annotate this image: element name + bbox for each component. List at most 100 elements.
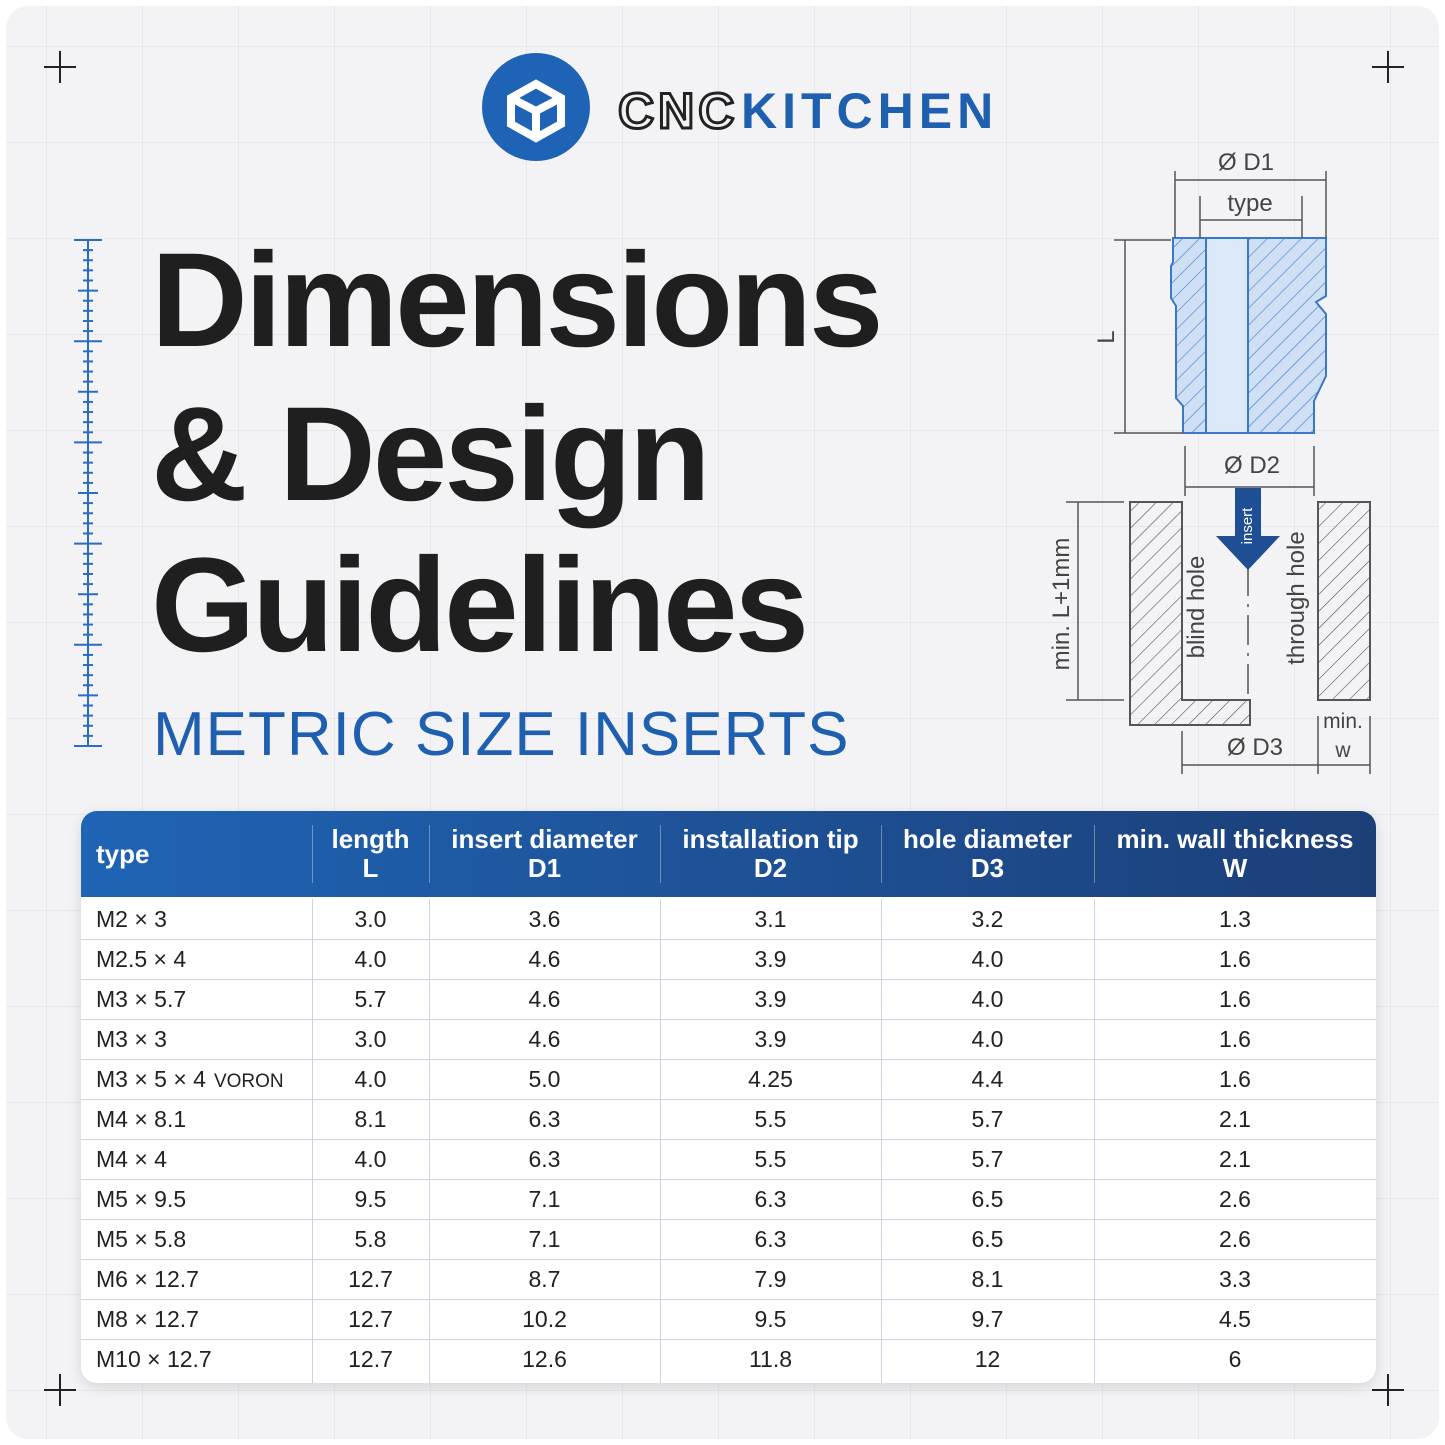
type-cell: M8 × 12.7 xyxy=(96,1299,316,1339)
type-text: M5 × 9.5 xyxy=(96,1186,187,1212)
value-cell: 8.7 xyxy=(528,1266,561,1292)
value-cell: 3.9 xyxy=(754,986,787,1012)
column-separator xyxy=(660,899,661,1383)
value-cell: 3.0 xyxy=(354,1026,387,1052)
value-cell: 10.2 xyxy=(522,1306,567,1332)
table-row: M3 × 3 3.0 4.6 3.9 4.0 1.6 xyxy=(81,1019,1376,1060)
table-row: M5 × 9.5 9.5 7.1 6.3 6.5 2.6 xyxy=(81,1179,1376,1220)
subtitle: METRIC SIZE INSERTS xyxy=(153,700,850,769)
value-cell: 3.9 xyxy=(754,1026,787,1052)
label: w xyxy=(1334,739,1351,762)
value-cell: 2.1 xyxy=(1219,1106,1251,1132)
table-row: M2 × 3 3.0 3.6 3.1 3.2 1.3 xyxy=(81,899,1376,940)
value-cell: 3.6 xyxy=(528,906,561,932)
type-cell: M6 × 12.7 xyxy=(96,1259,316,1299)
value-cell: 4.0 xyxy=(354,1146,387,1172)
type-text: M4 × 8.1 xyxy=(96,1106,187,1132)
column-separator xyxy=(312,899,313,1383)
hole-drawing xyxy=(1129,501,1371,726)
header-cell: insert diameter D1 xyxy=(429,811,660,897)
value-cell: 4.0 xyxy=(971,986,1004,1012)
table-row: M4 × 4 4.0 6.3 5.5 5.7 2.1 xyxy=(81,1139,1376,1180)
header-cell: type xyxy=(81,811,312,897)
value-cell: 1.6 xyxy=(1219,1026,1251,1052)
value-cell: 5.8 xyxy=(354,1226,387,1252)
value-cell: 6.3 xyxy=(754,1226,787,1252)
value-cell: 8.1 xyxy=(971,1266,1004,1292)
label: insert xyxy=(1239,507,1256,545)
header-label: length xyxy=(331,824,410,854)
type-text: M3 × 3 xyxy=(96,1026,167,1052)
type-text: M3 × 5.7 xyxy=(96,986,187,1012)
header-label: min. wall thickness xyxy=(1116,824,1354,854)
header-separator xyxy=(881,825,882,883)
type-cell: M3 × 5.7 xyxy=(96,979,316,1019)
value-cell: 4.0 xyxy=(354,946,387,972)
value-cell: 5.0 xyxy=(528,1066,561,1092)
value-cell: 4.6 xyxy=(528,986,561,1012)
value-cell: 5.7 xyxy=(971,1106,1004,1132)
value-cell: 9.5 xyxy=(354,1186,387,1212)
type-cell: M4 × 4 xyxy=(96,1139,316,1179)
header-label: installation tip xyxy=(682,824,859,854)
table-row: M8 × 12.7 12.7 10.2 9.5 9.7 4.5 xyxy=(81,1299,1376,1340)
header-label: hole diameter xyxy=(902,824,1073,854)
header-label: type xyxy=(96,838,150,869)
header-separator xyxy=(312,825,313,883)
insert-drawing xyxy=(1170,237,1327,434)
value-cell: 11.8 xyxy=(748,1346,793,1372)
value-cell: 3.0 xyxy=(354,906,387,932)
type-cell: M3 × 3 xyxy=(96,1019,316,1059)
value-cell: 2.1 xyxy=(1219,1146,1251,1172)
value-cell: 8.1 xyxy=(354,1106,387,1132)
type-text: M5 × 5.8 xyxy=(96,1226,187,1252)
artwork: CNC KITCHEN Ø D1 type L Ø D2 insert blin… xyxy=(44,51,1404,1406)
logo-mark xyxy=(507,79,565,143)
value-cell: 3.3 xyxy=(1219,1266,1251,1292)
table-row: M4 × 8.1 8.1 6.3 5.5 5.7 2.1 xyxy=(81,1099,1376,1140)
value-cell: 6.3 xyxy=(528,1106,561,1132)
header-separator xyxy=(660,825,661,883)
label: Ø D1 xyxy=(1218,149,1274,176)
value-cell: 5.5 xyxy=(754,1106,787,1132)
value-cell: 9.7 xyxy=(971,1306,1004,1332)
header-symbol: W xyxy=(1222,853,1248,883)
type-text: M4 × 4 xyxy=(96,1146,167,1172)
value-cell: 4.6 xyxy=(528,946,561,972)
value-cell: 2.6 xyxy=(1219,1186,1251,1212)
type-tag: VORON xyxy=(213,1071,284,1092)
type-cell: M10 × 12.7 xyxy=(96,1339,316,1379)
value-cell: 6 xyxy=(1228,1346,1242,1372)
type-text: M2.5 × 4 xyxy=(96,946,187,972)
title-line: Dimensions xyxy=(151,226,884,375)
header-separator xyxy=(1094,825,1095,883)
column-separator xyxy=(1094,899,1095,1383)
header-cell: min. wall thickness W xyxy=(1094,811,1376,897)
value-cell: 6.5 xyxy=(971,1186,1004,1212)
header-label: insert diameter xyxy=(451,824,638,854)
ruler xyxy=(74,239,102,747)
header-symbol: D1 xyxy=(527,853,562,883)
logo-text: KITCHEN xyxy=(741,83,998,139)
header-cell: hole diameter D3 xyxy=(881,811,1094,897)
value-cell: 3.2 xyxy=(971,906,1004,932)
header-symbol: D2 xyxy=(753,853,788,883)
logo-text: CNC xyxy=(618,83,738,139)
value-cell: 4.6 xyxy=(528,1026,561,1052)
label: through hole xyxy=(1283,531,1310,664)
table-row: M3 × 5.7 5.7 4.6 3.9 4.0 1.6 xyxy=(81,979,1376,1020)
value-cell: 12.7 xyxy=(348,1306,393,1332)
type-text: M8 × 12.7 xyxy=(96,1306,199,1332)
type-text: M6 × 12.7 xyxy=(96,1266,199,1292)
label: Ø D2 xyxy=(1224,452,1280,479)
type-text: M2 × 3 xyxy=(96,906,167,932)
label: min. L+1mm xyxy=(1048,538,1075,671)
header-symbol: L xyxy=(362,853,379,883)
value-cell: 12.6 xyxy=(522,1346,567,1372)
insert-arrow xyxy=(1216,488,1280,570)
diagram-labels: Ø D1 type L Ø D2 insert blind hole throu… xyxy=(1048,149,1363,762)
value-cell: 3.1 xyxy=(754,906,787,932)
value-cell: 4.5 xyxy=(1219,1306,1251,1332)
value-cell: 5.7 xyxy=(971,1146,1004,1172)
value-cell: 7.9 xyxy=(754,1266,787,1292)
